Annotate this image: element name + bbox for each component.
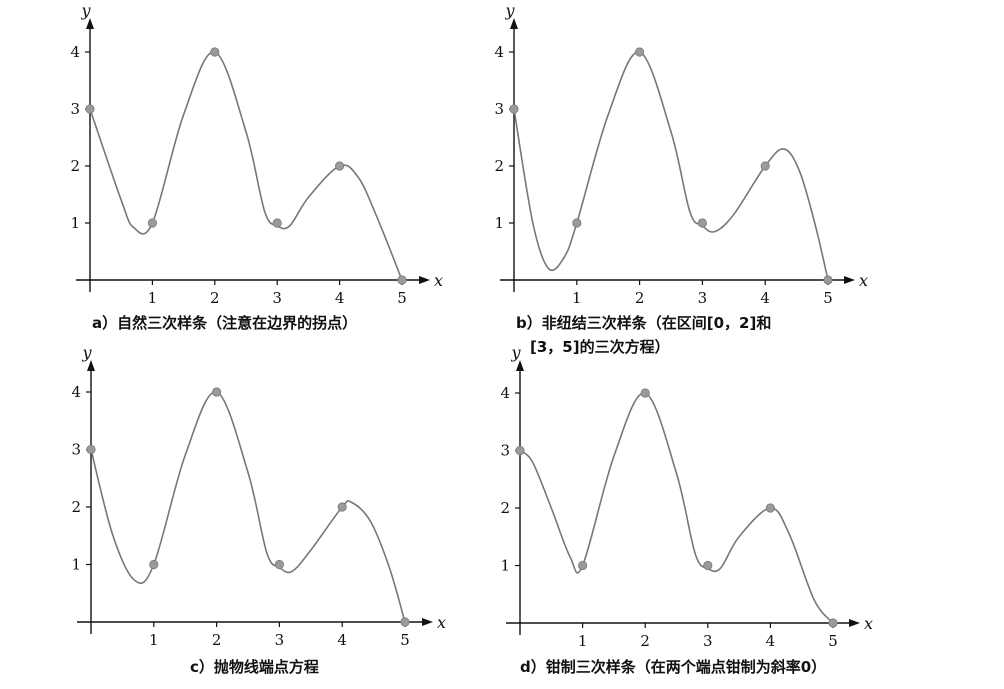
- data-point: [509, 104, 519, 114]
- x-tick-label: 5: [397, 289, 407, 307]
- x-axis-arrow: [419, 276, 430, 284]
- y-axis-label: y: [81, 343, 92, 362]
- panel-caption: [3，5]的三次方程）: [530, 338, 670, 356]
- y-axis-arrow: [510, 18, 518, 29]
- data-point: [640, 388, 650, 398]
- y-axis-arrow: [516, 360, 524, 371]
- y-axis-label: y: [80, 1, 91, 20]
- data-point: [765, 503, 776, 513]
- spline-curve: [90, 391, 406, 623]
- spline-panel-2: x y 1 2 3 4 5 1 2 3 4 b）非纽结三次样条（在区间[0，2]和 [3，5]的三次方程…: [494, 1, 868, 356]
- y-tick-label: 3: [500, 442, 510, 460]
- spline-curve: [519, 392, 834, 624]
- x-tick-label: 4: [335, 289, 345, 307]
- spline-panel-3: x y 1 2 3 4 5 1 2 3 4 c）抛物线端点方程: [71, 343, 446, 676]
- y-tick-label: 4: [494, 43, 504, 61]
- x-tick-label: 5: [400, 631, 410, 649]
- x-tick-label: 4: [760, 289, 770, 307]
- y-tick-label: 4: [500, 384, 510, 402]
- y-tick-label: 4: [70, 43, 80, 61]
- data-point: [400, 617, 410, 627]
- y-axis-arrow: [86, 18, 94, 29]
- data-point: [334, 161, 345, 171]
- panel-caption: b）非纽结三次样条（在区间[0，2]和: [516, 314, 771, 332]
- x-tick-label: 2: [640, 632, 650, 650]
- y-tick-label: 1: [494, 214, 504, 232]
- x-tick-label: 2: [635, 289, 645, 307]
- x-tick-label: 2: [210, 289, 220, 307]
- x-tick-label: 3: [275, 631, 285, 649]
- x-tick-label: 2: [212, 631, 222, 649]
- data-point: [572, 218, 582, 228]
- x-tick-label: 3: [698, 289, 708, 307]
- y-tick-label: 2: [71, 498, 81, 516]
- data-point: [212, 387, 222, 397]
- panels-group: x y 1 2 3 4 5 1 2 3 4 a）自然三次样条（注意在边界的拐点） x y 1 2 3 4 5 1 2 3 4…: [70, 1, 873, 676]
- y-tick-label: 2: [500, 499, 510, 517]
- data-point: [515, 445, 525, 456]
- data-point: [86, 444, 96, 455]
- data-point: [760, 161, 770, 171]
- x-axis-label: x: [859, 271, 868, 290]
- y-tick-label: 1: [500, 557, 510, 575]
- data-point: [697, 218, 708, 228]
- data-point: [272, 218, 282, 228]
- spline-panel-1: x y 1 2 3 4 5 1 2 3 4 a）自然三次样条（注意在边界的拐点）: [70, 1, 443, 332]
- y-axis-arrow: [87, 360, 95, 371]
- data-point: [85, 104, 95, 114]
- data-point: [823, 275, 833, 285]
- data-point: [577, 560, 588, 571]
- x-tick-label: 5: [828, 632, 838, 650]
- x-axis-arrow: [422, 618, 433, 626]
- data-point: [397, 275, 407, 285]
- y-tick-label: 4: [71, 383, 81, 401]
- x-tick-label: 4: [337, 631, 347, 649]
- x-axis-arrow: [844, 276, 855, 284]
- y-tick-label: 2: [494, 157, 504, 175]
- x-axis-label: x: [437, 613, 446, 632]
- x-tick-label: 1: [149, 631, 159, 649]
- spline-curve: [89, 51, 403, 281]
- x-tick-label: 3: [703, 632, 713, 650]
- y-tick-label: 1: [71, 556, 81, 574]
- spline-panel-4: x y 1 2 3 4 5 1 2 3 4 d）钳制三次样条（在两个端点钳制为斜率0）: [500, 343, 873, 676]
- data-point: [274, 559, 284, 570]
- y-tick-label: 3: [494, 100, 504, 118]
- x-tick-label: 4: [766, 632, 776, 650]
- panel-caption: a）自然三次样条（注意在边界的拐点）: [92, 314, 357, 332]
- y-tick-label: 2: [70, 157, 80, 175]
- data-point: [828, 618, 838, 628]
- data-point: [147, 218, 157, 228]
- data-point: [703, 560, 713, 571]
- panel-caption: c）抛物线端点方程: [190, 658, 319, 676]
- data-point: [337, 502, 347, 512]
- y-tick-label: 3: [71, 441, 81, 459]
- y-tick-label: 1: [70, 214, 80, 232]
- data-point: [210, 47, 220, 57]
- x-axis-label: x: [864, 614, 873, 633]
- x-axis-label: x: [434, 271, 443, 290]
- x-tick-label: 1: [578, 632, 588, 650]
- x-tick-label: 5: [823, 289, 833, 307]
- y-axis-label: y: [504, 1, 515, 20]
- x-tick-label: 1: [148, 289, 158, 307]
- x-tick-label: 1: [572, 289, 582, 307]
- data-point: [149, 559, 159, 570]
- x-axis-arrow: [849, 619, 860, 627]
- panel-caption: d）钳制三次样条（在两个端点钳制为斜率0）: [520, 658, 826, 676]
- y-axis-label: y: [510, 343, 521, 362]
- x-tick-label: 3: [272, 289, 282, 307]
- spline-curve: [513, 51, 829, 281]
- data-point: [634, 47, 645, 57]
- y-tick-label: 3: [70, 100, 80, 118]
